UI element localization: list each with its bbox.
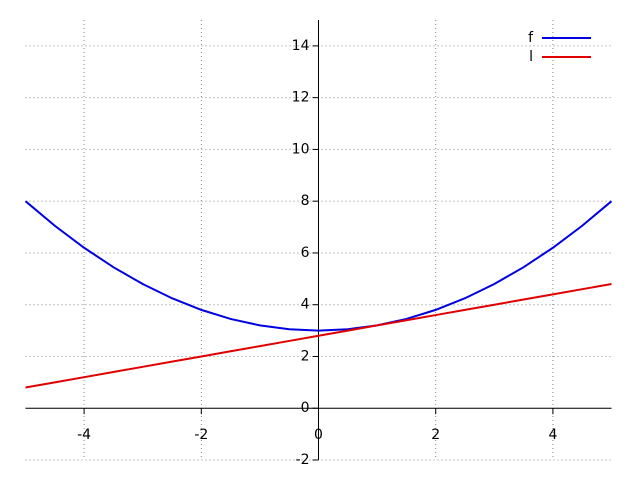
x-tick-label: 2 [431, 427, 440, 443]
x-tick-label: 4 [548, 427, 557, 443]
x-tick-label: -4 [77, 427, 91, 443]
y-tick-label: 12 [292, 90, 310, 106]
y-tick-label: 6 [301, 245, 310, 261]
series-line [25, 283, 612, 389]
legend-label: f [528, 30, 534, 46]
y-tick-label: 14 [292, 38, 310, 54]
y-tick-label: 4 [301, 297, 310, 313]
y-tick-label: 2 [301, 348, 310, 364]
y-tick-label: 10 [292, 141, 310, 157]
x-tick-label: -2 [194, 427, 208, 443]
series-line [24, 200, 613, 332]
legend-label: l [529, 49, 533, 65]
y-tick-label: -2 [296, 452, 310, 468]
y-tick-label: 8 [301, 193, 310, 209]
